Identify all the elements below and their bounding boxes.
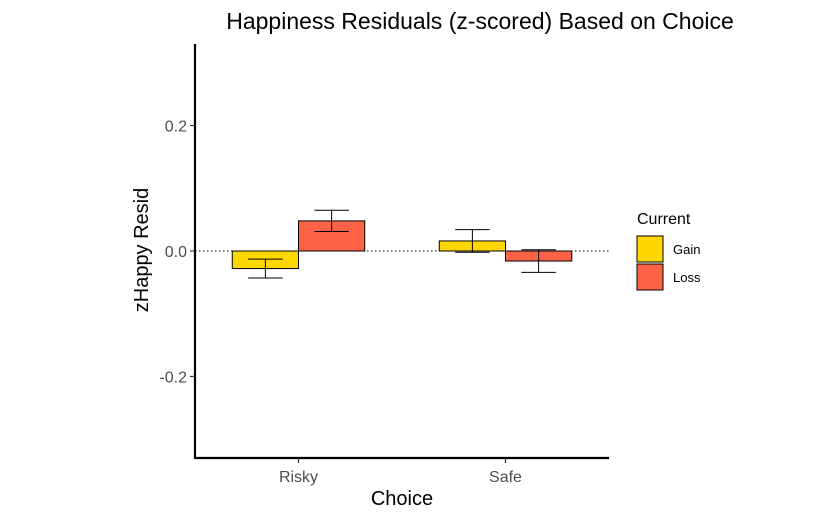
error-bar-loss-safe (521, 249, 556, 273)
y-ticks: -0.2 0.0 0.2 (159, 119, 195, 386)
y-tick-label: 0.0 (165, 244, 187, 261)
y-tick-label: -0.2 (159, 369, 187, 386)
legend-key-gain (636, 235, 664, 263)
legend-key-loss (636, 263, 664, 291)
legend: Current Gain Loss (636, 211, 701, 291)
x-tick-label: Risky (279, 469, 318, 486)
x-ticks: Risky Safe (279, 458, 522, 486)
error-bar-gain-safe (455, 229, 490, 253)
plot-area (195, 209, 609, 279)
legend-label-gain: Gain (673, 242, 700, 257)
legend-title: Current (637, 211, 691, 228)
x-axis-title: Choice (371, 488, 433, 510)
chart-title: Happiness Residuals (z-scored) Based on … (226, 8, 734, 34)
error-bar-gain-risky (248, 258, 283, 279)
x-tick-label: Safe (489, 469, 522, 486)
y-axis-title: zHappy Resid (131, 188, 153, 313)
error-bar-loss-risky (314, 209, 349, 233)
y-tick-label: 0.2 (165, 119, 187, 136)
legend-label-loss: Loss (673, 270, 701, 285)
